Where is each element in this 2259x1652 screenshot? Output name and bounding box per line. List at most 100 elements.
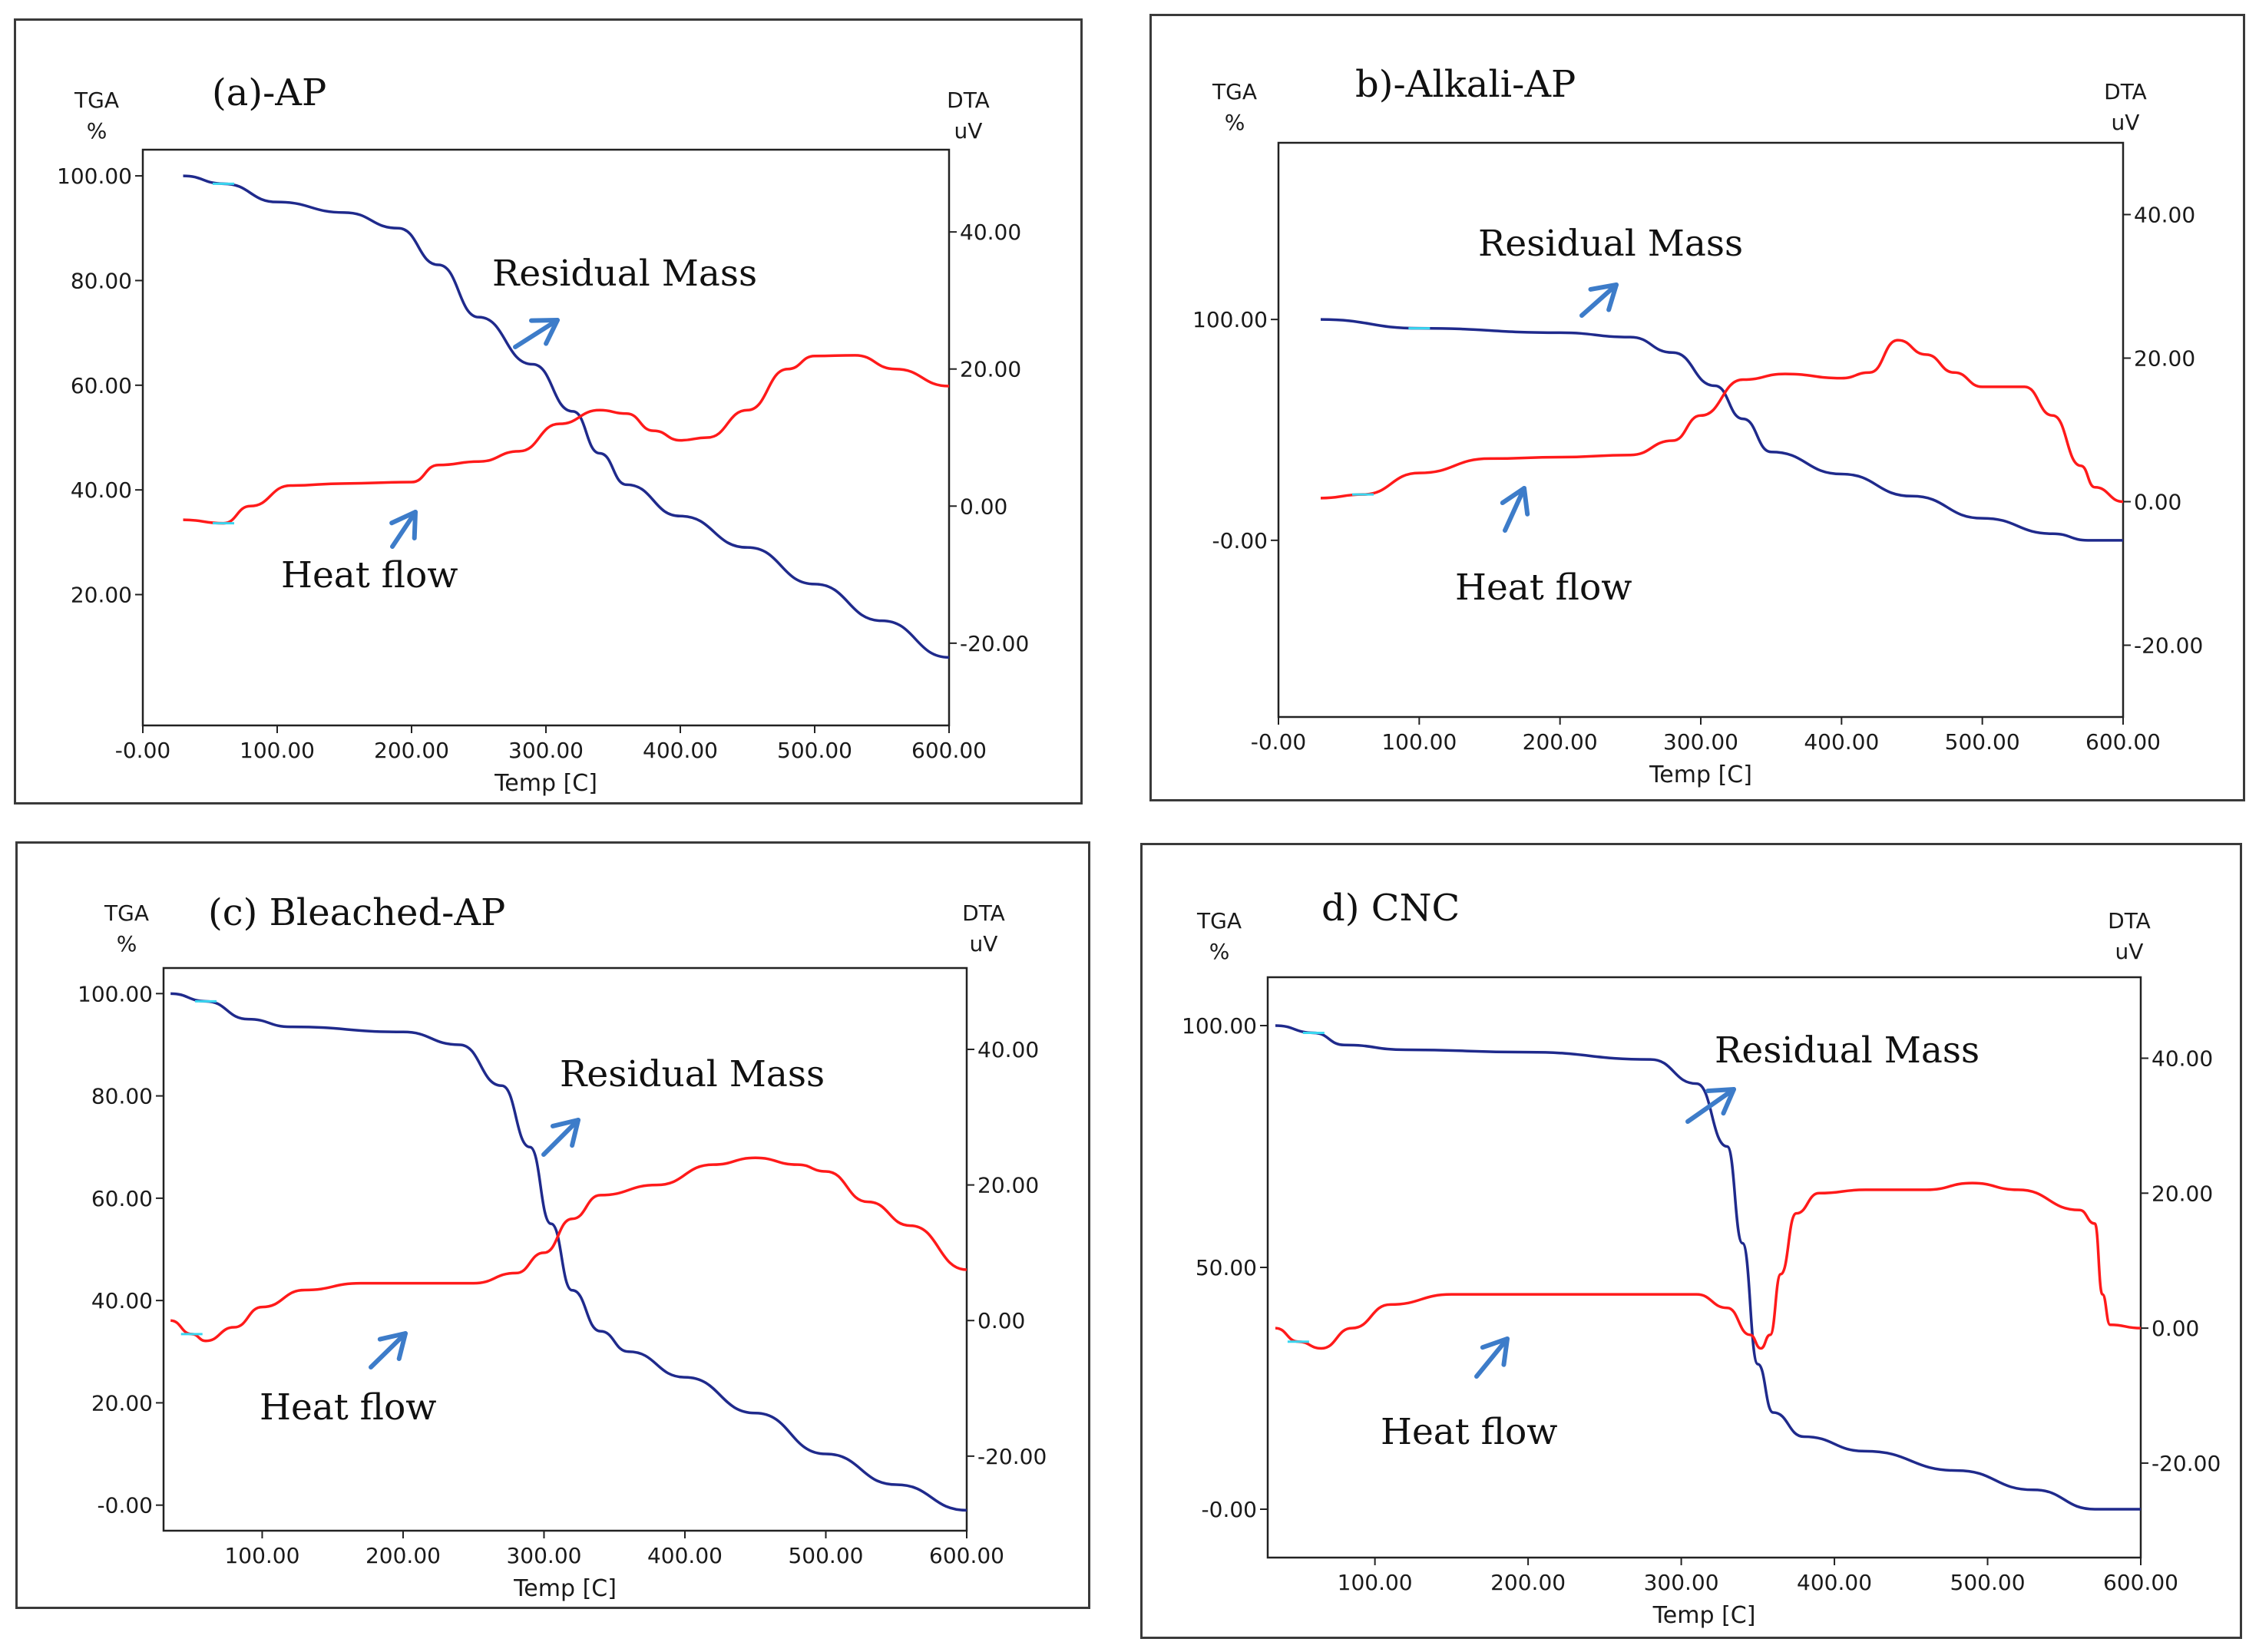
y-left-tick-label: 40.00 xyxy=(71,477,132,503)
arrow-head xyxy=(1480,1336,1510,1367)
residual-mass-label: Residual Mass xyxy=(492,253,757,295)
y-left-tick-label: 100.00 xyxy=(78,981,153,1006)
arrow-shaft xyxy=(390,510,418,549)
x-tick-label: 100.00 xyxy=(240,738,315,763)
x-tick-label: 400.00 xyxy=(647,1543,723,1568)
y-left-tick-label: 60.00 xyxy=(91,1186,153,1211)
arrow-head xyxy=(1500,486,1530,517)
x-tick-label: 600.00 xyxy=(929,1543,1004,1568)
y-right-tick-label: -20.00 xyxy=(960,631,1029,656)
x-axis-title: Temp [C] xyxy=(513,1575,617,1602)
chart-panel-b: b)-Alkali-AP TGA% DTA uV -0.00 100.00 200.00 30… xyxy=(1149,14,2245,801)
arrow-head xyxy=(1588,282,1619,312)
y-left-tick-label: -0.00 xyxy=(1212,528,1268,553)
arrow-shaft xyxy=(1474,1336,1510,1379)
heat-flow-arrow-icon xyxy=(369,1331,408,1370)
y-right-tick-label: 20.00 xyxy=(2152,1181,2213,1206)
arrow-head xyxy=(550,1118,580,1148)
residual-mass-arrow-icon xyxy=(541,1118,580,1157)
heat-flow-label: Heat flow xyxy=(1381,1411,1558,1453)
y-left-axis-label: TGA xyxy=(74,88,119,113)
plot-frame xyxy=(1266,976,2142,1559)
arrow-shaft xyxy=(513,318,560,349)
y-right-tick-label: 20.00 xyxy=(960,357,1021,382)
y-left-unit: % xyxy=(87,118,107,144)
tga-curve xyxy=(170,992,967,1512)
y-right-axis-label: DTA xyxy=(2104,79,2147,104)
chart-panel-a: (a)-AP TGA% DTA uV -0.00 100.00 200.00 300.00 40… xyxy=(14,18,1083,805)
residual-mass-label: Residual Mass xyxy=(1715,1029,1980,1072)
x-tick-label: 100.00 xyxy=(224,1543,299,1568)
y-left-unit: % xyxy=(1225,110,1245,135)
residual-mass-arrow-icon xyxy=(513,318,560,349)
y-right-tick-label: 0.00 xyxy=(977,1308,1025,1333)
y-left-tick-label: 60.00 xyxy=(71,373,132,398)
y-right-tick-label: 20.00 xyxy=(977,1173,1039,1198)
y-left-tick-label: 100.00 xyxy=(1192,307,1268,332)
y-left-unit: % xyxy=(117,931,137,957)
y-left-tick-label: 100.00 xyxy=(1182,1013,1257,1039)
x-tick-label: 300.00 xyxy=(508,738,584,763)
heat-flow-label: Heat flow xyxy=(1455,567,1632,609)
x-tick-label: 600.00 xyxy=(2103,1570,2178,1595)
arrow-shaft xyxy=(541,1118,580,1157)
y-left-axis-label: TGA xyxy=(1196,908,1242,933)
x-tick-label: 300.00 xyxy=(506,1543,581,1568)
y-right-tick-label: -20.00 xyxy=(2134,633,2203,659)
chart-title: b)-Alkali-AP xyxy=(1355,63,1576,106)
y-right-tick-label: 20.00 xyxy=(2134,346,2195,372)
y-right-unit: uV xyxy=(954,118,983,144)
heat-flow-label: Heat flow xyxy=(260,1386,437,1429)
y-left-tick-label: 50.00 xyxy=(1196,1255,1257,1280)
y-left-tick-label: -0.00 xyxy=(98,1493,153,1518)
y-left-tick-label: -0.00 xyxy=(1202,1497,1257,1522)
x-tick-label: 600.00 xyxy=(911,738,987,763)
y-right-unit: uV xyxy=(970,931,998,957)
heat-flow-arrow-icon xyxy=(1500,486,1530,533)
x-tick-label: 400.00 xyxy=(1797,1570,1872,1595)
plot-frame xyxy=(162,966,968,1532)
y-right-tick-label: 0.00 xyxy=(2134,490,2181,515)
dta-curve xyxy=(1320,339,2124,504)
y-right-tick-label: 40.00 xyxy=(2152,1046,2213,1071)
x-tick-label: 100.00 xyxy=(1381,729,1457,755)
x-tick-label: 300.00 xyxy=(1644,1570,1719,1595)
x-tick-label: 600.00 xyxy=(2085,729,2161,755)
y-left-axis-label: TGA xyxy=(1212,79,1257,104)
dta-curve xyxy=(183,354,950,525)
chart-panel-d: d) CNC TGA% DTA uV 100.00 200.00 300.00 400.00 5… xyxy=(1140,843,2242,1639)
heat-flow-label: Heat flow xyxy=(281,554,458,596)
arrow-head xyxy=(1705,1087,1736,1116)
heat-flow-arrow-icon xyxy=(389,510,418,549)
x-tick-label: 100.00 xyxy=(1338,1570,1413,1595)
residual-mass-label: Residual Mass xyxy=(1478,223,1743,265)
dta-curve xyxy=(170,1156,967,1343)
x-tick-label: 200.00 xyxy=(1523,729,1598,755)
residual-mass-arrow-icon xyxy=(1579,282,1619,318)
arrow-shaft xyxy=(1503,486,1526,533)
y-right-tick-label: 0.00 xyxy=(2152,1316,2199,1341)
x-tick-label: -0.00 xyxy=(1251,729,1306,755)
chart-svg-d: d) CNC TGA% DTA uV 100.00 200.00 300.00 400.00 5… xyxy=(1182,887,2221,1629)
y-left-axis-label: TGA xyxy=(104,900,149,926)
x-tick-label: 300.00 xyxy=(1663,729,1738,755)
x-tick-label: 500.00 xyxy=(788,1543,863,1568)
tga-curve xyxy=(1320,318,2123,542)
x-tick-label: 500.00 xyxy=(1950,1570,2026,1595)
y-right-tick-label: 40.00 xyxy=(977,1037,1039,1062)
chart-title: (a)-AP xyxy=(212,71,326,114)
x-tick-label: -0.00 xyxy=(115,738,170,763)
x-tick-label: 500.00 xyxy=(1945,729,2020,755)
y-left-tick-label: 80.00 xyxy=(71,268,132,293)
y-right-axis-label: DTA xyxy=(947,88,990,113)
arrow-shaft xyxy=(1579,282,1619,318)
y-left-tick-label: 40.00 xyxy=(91,1288,153,1313)
x-axis-title: Temp [C] xyxy=(1649,762,1752,788)
y-right-unit: uV xyxy=(2115,939,2144,964)
y-right-tick-label: -20.00 xyxy=(2152,1451,2221,1476)
y-right-unit: uV xyxy=(2112,110,2140,135)
y-left-tick-label: 80.00 xyxy=(91,1084,153,1109)
x-tick-label: 200.00 xyxy=(365,1543,441,1568)
y-left-tick-label: 20.00 xyxy=(71,583,132,608)
y-left-tick-label: 100.00 xyxy=(57,164,132,189)
